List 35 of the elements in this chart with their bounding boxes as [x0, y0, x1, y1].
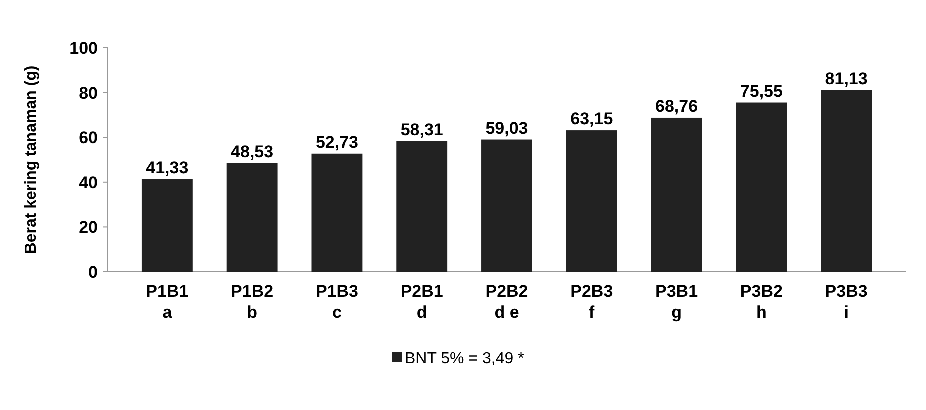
- data-label: 48,53: [231, 142, 274, 162]
- data-label: 68,76: [656, 96, 698, 116]
- x-tick-label: P1B3 c: [316, 282, 358, 322]
- bar: [736, 102, 788, 272]
- y-tick-label: 60: [79, 128, 98, 148]
- x-tick-label: P3B3 i: [825, 282, 868, 322]
- y-axis-title: Berat kering tanaman (g): [23, 66, 40, 254]
- data-label: 58,31: [400, 120, 444, 140]
- bar: [821, 90, 872, 272]
- bar: [566, 130, 618, 272]
- legend-label: BNT 5% = 3,49 *: [405, 350, 524, 368]
- y-tick-label: 100: [70, 38, 98, 58]
- data-label: 63,15: [570, 110, 614, 129]
- y-tick-label: 40: [79, 173, 98, 192]
- x-tick-label: P2B2 d e: [486, 282, 528, 322]
- y-tick-label: 20: [79, 218, 98, 238]
- x-tick-label: P1B1 a: [146, 282, 189, 322]
- data-label: 75,55: [740, 82, 783, 101]
- data-label: 81,13: [825, 69, 868, 88]
- data-label: 41,33: [146, 158, 189, 178]
- y-tick-label: 0: [88, 262, 98, 282]
- x-tick-label: P3B2 h: [740, 282, 783, 322]
- x-tick-label: P3B1 g: [656, 282, 698, 322]
- x-tick-label: P1B2 b: [231, 282, 274, 322]
- y-tick-label: 80: [79, 84, 98, 103]
- data-label: 59,03: [486, 118, 528, 138]
- bar: [651, 118, 702, 272]
- bar: [396, 141, 448, 272]
- data-label: 52,73: [316, 132, 358, 152]
- bar: [312, 154, 363, 272]
- x-tick-label: P2B3 f: [570, 282, 614, 322]
- bar: [482, 140, 532, 272]
- bar: [142, 179, 193, 272]
- x-tick-label: P2B1 d: [400, 282, 444, 322]
- bar: [226, 163, 278, 272]
